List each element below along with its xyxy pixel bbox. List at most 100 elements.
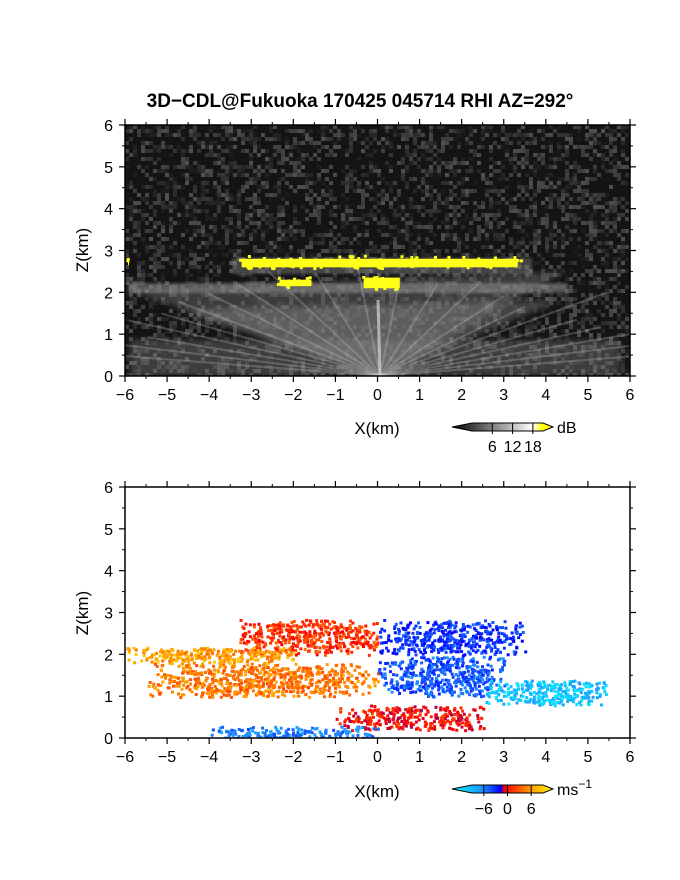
noise-pixel (589, 313, 593, 317)
velocity-pixel (515, 646, 519, 650)
velocity-pixel (329, 627, 333, 631)
noise-pixel (549, 321, 553, 325)
velocity-pixel (496, 648, 500, 652)
velocity-pixel (350, 636, 354, 640)
clutter-ray (356, 264, 381, 376)
noise-pixel (173, 313, 177, 317)
noise-pixel (465, 177, 469, 181)
noise-pixel (601, 213, 605, 217)
noise-pixel (289, 145, 293, 149)
noise-pixel (145, 337, 149, 341)
noise-pixel (197, 133, 201, 137)
noise-pixel (593, 221, 597, 225)
noise-pixel (573, 261, 577, 265)
noise-pixel (361, 205, 365, 209)
velocity-pixel (430, 627, 434, 631)
noise-pixel (189, 133, 193, 137)
noise-pixel (625, 209, 629, 213)
velocity-pixel (444, 650, 448, 654)
noise-pixel (213, 161, 217, 165)
noise-pixel (365, 153, 369, 157)
velocity-pixel (282, 687, 286, 691)
noise-pixel (593, 297, 597, 301)
velocity-pixel (273, 652, 277, 656)
noise-pixel (365, 221, 369, 225)
noise-pixel (165, 185, 169, 189)
noise-pixel (329, 233, 333, 237)
noise-pixel (237, 193, 241, 197)
noise-pixel (333, 133, 337, 137)
noise-pixel (205, 189, 209, 193)
noise-pixel (189, 129, 193, 133)
noise-pixel (605, 133, 609, 137)
noise-pixel (489, 149, 493, 153)
noise-pixel (441, 161, 445, 165)
velocity-pixel (398, 639, 402, 643)
noise-pixel (501, 189, 505, 193)
noise-pixel (625, 157, 629, 161)
noise-pixel (201, 189, 205, 193)
echo-pixel (280, 260, 284, 264)
noise-pixel (325, 169, 329, 173)
velocity-pixel (197, 654, 201, 658)
velocity-pixel (324, 653, 328, 657)
velocity-pixel (247, 651, 251, 655)
noise-pixel (609, 313, 613, 317)
noise-pixel (341, 169, 345, 173)
noise-pixel (577, 197, 581, 201)
noise-pixel (605, 285, 609, 289)
noise-pixel (181, 165, 185, 169)
noise-pixel (533, 193, 537, 197)
noise-pixel (317, 253, 321, 257)
noise-pixel (385, 221, 389, 225)
noise-pixel (161, 257, 165, 261)
velocity-pixel (433, 639, 437, 643)
noise-pixel (273, 185, 277, 189)
noise-pixel (145, 185, 149, 189)
velocity-pixel (253, 634, 257, 638)
noise-pixel (381, 245, 385, 249)
noise-pixel (593, 265, 597, 269)
velocity-pixel (294, 653, 298, 657)
noise-pixel (541, 265, 545, 269)
noise-pixel (209, 201, 213, 205)
noise-pixel (581, 257, 585, 261)
noise-pixel (345, 173, 349, 177)
noise-pixel (613, 309, 617, 313)
velocity-pixel (228, 655, 232, 659)
noise-pixel (481, 133, 485, 137)
velocity-pixel (375, 622, 379, 626)
noise-pixel (425, 185, 429, 189)
noise-pixel (549, 233, 553, 237)
velocity-pixel (279, 641, 283, 645)
noise-pixel (425, 173, 429, 177)
noise-pixel (557, 301, 561, 305)
noise-pixel (565, 321, 569, 325)
noise-pixel (537, 153, 541, 157)
noise-pixel (185, 165, 189, 169)
noise-pixel (509, 157, 513, 161)
noise-pixel (561, 233, 565, 237)
noise-pixel (545, 241, 549, 245)
noise-pixel (137, 269, 141, 273)
noise-pixel (281, 197, 285, 201)
noise-pixel (425, 189, 429, 193)
noise-pixel (221, 177, 225, 181)
noise-pixel (261, 229, 265, 233)
noise-pixel (221, 225, 225, 229)
noise-pixel (253, 197, 257, 201)
noise-pixel (281, 177, 285, 181)
noise-pixel (437, 201, 441, 205)
echo-pixel (258, 259, 262, 263)
velocity-pixel (218, 661, 222, 665)
velocity-pixel (382, 641, 386, 645)
noise-pixel (225, 173, 229, 177)
noise-pixel (349, 217, 353, 221)
noise-pixel (489, 253, 493, 257)
noise-pixel (573, 145, 577, 149)
noise-pixel (585, 249, 589, 253)
noise-pixel (557, 337, 561, 341)
noise-pixel (149, 133, 153, 137)
noise-pixel (589, 129, 593, 133)
noise-pixel (525, 325, 529, 329)
